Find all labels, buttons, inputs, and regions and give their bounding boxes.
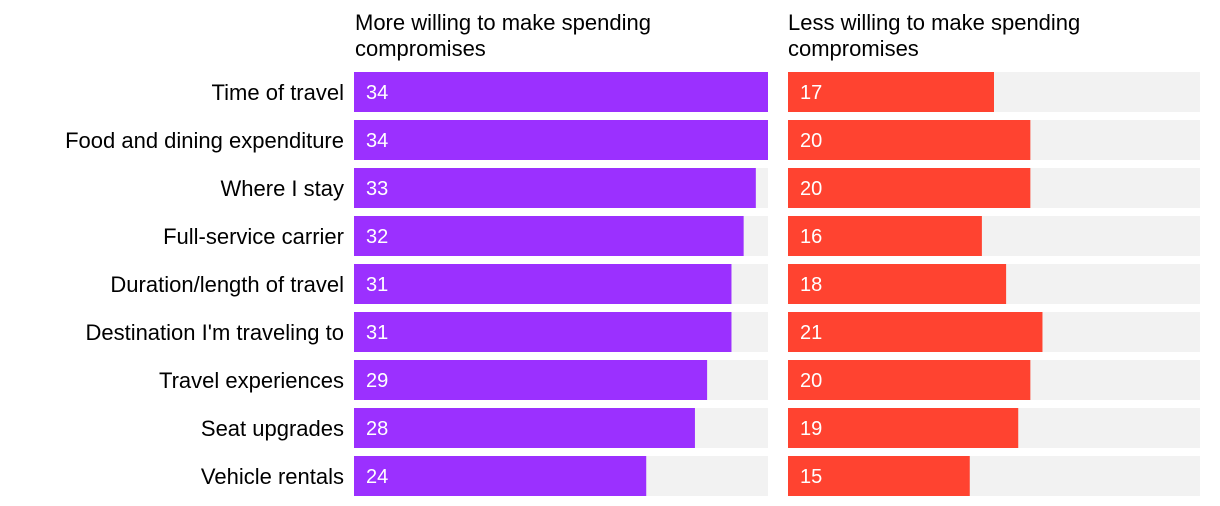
bar-value-label: 15 [800, 466, 822, 488]
bar [354, 408, 695, 448]
category-label: Vehicle rentals [201, 464, 344, 489]
bar [354, 456, 647, 496]
category-label: Full-service carrier [163, 224, 344, 249]
series-panel-2: 17 20 20 16 18 21 20 19 15 [788, 72, 1200, 496]
bar [354, 216, 744, 256]
category-label: Time of travel [212, 80, 344, 105]
category-label: Where I stay [221, 176, 344, 201]
bar [788, 456, 970, 496]
bar-value-label: 33 [366, 178, 388, 200]
bar [354, 360, 708, 400]
bar-value-label: 17 [800, 82, 822, 104]
series-panel-1: 34 34 33 32 31 31 29 28 24 [354, 72, 768, 496]
category-label: Seat upgrades [201, 416, 344, 441]
bar [354, 120, 768, 160]
bar-value-label: 34 [366, 82, 388, 104]
panel-title-less-line-2: compromises [788, 36, 919, 61]
bar [788, 264, 1007, 304]
bar [354, 312, 732, 352]
bar-value-label: 21 [800, 322, 822, 344]
bar-value-label: 29 [366, 370, 388, 392]
bar-value-label: 34 [366, 130, 388, 152]
bar [788, 360, 1031, 400]
panel-title-more-line-2: compromises [355, 36, 486, 61]
panel-title-more-line-1: More willing to make spending [355, 10, 651, 35]
category-label: Travel experiences [159, 368, 344, 393]
bar-value-label: 16 [800, 226, 822, 248]
bar-value-label: 31 [366, 274, 388, 296]
category-label: Destination I'm traveling to [85, 320, 344, 345]
panel-headers: More willing to make spending compromise… [355, 10, 1080, 61]
bar [788, 216, 982, 256]
bar [788, 120, 1031, 160]
bar [354, 168, 756, 208]
bar-value-label: 20 [800, 178, 822, 200]
category-label: Duration/length of travel [110, 272, 344, 297]
bar-value-label: 20 [800, 370, 822, 392]
category-labels: Time of travel Food and dining expenditur… [65, 80, 344, 489]
bar-value-label: 19 [800, 418, 822, 440]
bar [788, 168, 1031, 208]
bar-value-label: 32 [366, 226, 388, 248]
bar-value-label: 31 [366, 322, 388, 344]
bar [788, 72, 994, 112]
bar [788, 312, 1043, 352]
bar [354, 264, 732, 304]
bar-value-label: 20 [800, 130, 822, 152]
bar [354, 72, 768, 112]
bar-panels: 34 34 33 32 31 31 29 28 24 17 20 20 16 18 21 20 19 15 [354, 72, 1200, 496]
bar-value-label: 28 [366, 418, 388, 440]
bar-value-label: 24 [366, 466, 388, 488]
panel-title-less-line-1: Less willing to make spending [788, 10, 1080, 35]
bar-value-label: 18 [800, 274, 822, 296]
category-label: Food and dining expenditure [65, 128, 344, 153]
bar [788, 408, 1019, 448]
